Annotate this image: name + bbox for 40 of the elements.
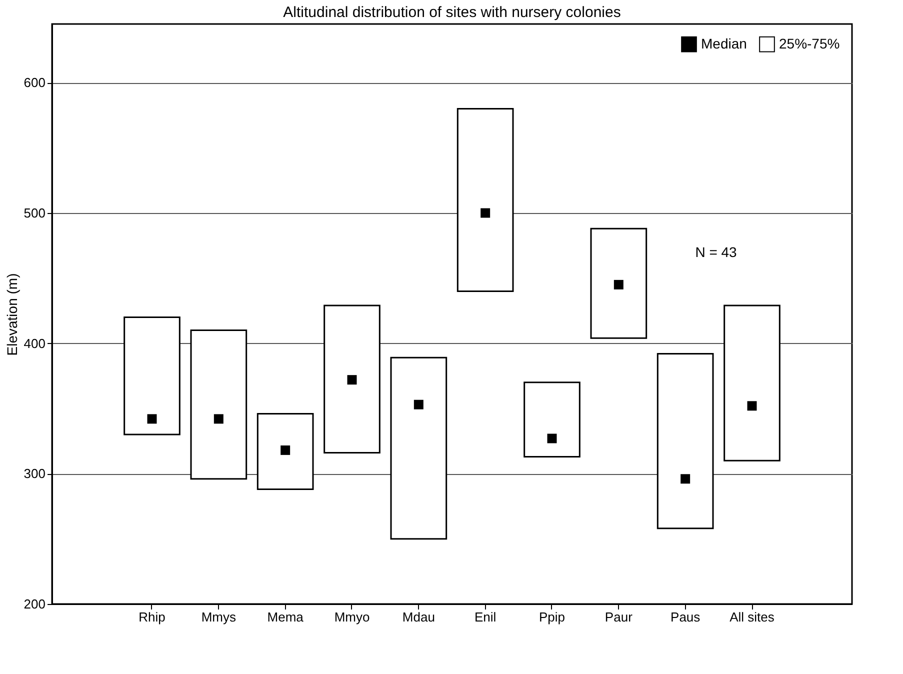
bar — [656, 353, 714, 530]
y-tick-label: 200 — [24, 596, 46, 612]
x-tick-label: Enil — [474, 610, 496, 624]
point — [547, 434, 557, 444]
y-tick-label: 500 — [24, 205, 46, 220]
legend-label: 25%-75% — [779, 35, 840, 52]
annotation: N = 43 — [695, 244, 738, 260]
x-tick-label: Ppip — [538, 610, 566, 624]
point — [414, 400, 424, 410]
x-tick-label: Mmys — [201, 610, 236, 624]
point — [680, 474, 690, 484]
x-tick-label: Mmyo — [334, 610, 370, 624]
bar — [324, 304, 380, 454]
bar — [124, 316, 180, 436]
x-tick-label: Paur — [604, 610, 634, 624]
chart-title: Altitudinal distribution of sites with nursery colonies — [283, 4, 621, 21]
point — [214, 414, 224, 424]
y-tick-label: 400 — [24, 336, 46, 351]
point — [280, 445, 290, 455]
point — [747, 401, 757, 411]
x-tick-label: Paus — [670, 610, 701, 624]
bar — [590, 228, 648, 339]
x-tick-label: Mema — [267, 610, 304, 624]
bar — [524, 382, 580, 458]
point — [347, 375, 357, 385]
point — [614, 280, 624, 290]
x-tick-label: All sites — [730, 610, 775, 624]
y-tick-label: 300 — [24, 466, 46, 482]
bar — [390, 356, 448, 540]
bar — [256, 412, 314, 490]
point — [147, 414, 157, 424]
bar — [190, 330, 248, 480]
point — [480, 208, 490, 218]
x-tick-label: Rhip — [138, 610, 166, 624]
bar — [724, 304, 780, 462]
legend-label: Median — [701, 35, 747, 52]
y-axis-title: Elevation (m) — [4, 273, 20, 356]
y-tick-label: 600 — [24, 75, 46, 90]
bar — [456, 108, 514, 292]
x-tick-label: Mdau — [402, 610, 435, 624]
